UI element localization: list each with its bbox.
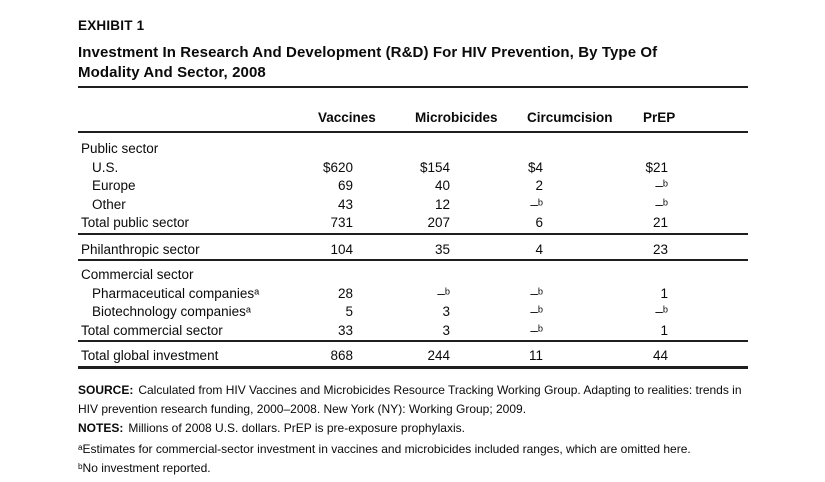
section-rule <box>78 232 748 235</box>
table-row: Other 43 12 –ᵇ –ᵇ <box>0 196 825 215</box>
cell-value: 244 <box>427 348 450 363</box>
title-rule <box>78 86 748 88</box>
row-label: Other <box>92 196 126 212</box>
exhibit-title: Investment In Research And Development (… <box>78 44 658 81</box>
exhibit-label: EXHIBIT 1 <box>78 18 145 33</box>
notes-text: Millions of 2008 U.S. dollars. PrEP is p… <box>128 420 465 435</box>
notes-note: NOTES: Millions of 2008 U.S. dollars. PrE… <box>78 419 750 438</box>
investment-table: Vaccines Microbicides Circumcision PrEP … <box>0 88 825 369</box>
notes-label: NOTES: <box>78 420 124 435</box>
cell-value: –ᵇ <box>530 196 543 212</box>
cell-value: $154 <box>419 159 450 175</box>
cell-value: 5 <box>345 304 353 319</box>
row-label: U.S. <box>92 159 119 175</box>
bottom-rule <box>78 365 748 369</box>
cell-value: 12 <box>434 196 450 212</box>
cell-value: 104 <box>330 241 353 257</box>
cell-value: 21 <box>652 215 668 230</box>
cell-value: 11 <box>528 348 543 363</box>
table-row: Commercial sector <box>0 266 825 285</box>
cell-value: 3 <box>442 322 450 338</box>
row-label: Total commercial sector <box>81 322 223 338</box>
cell-value: –ᵇ <box>530 304 543 319</box>
column-header-microbicides: Microbicides <box>415 110 498 125</box>
table-row: U.S. $620 $154 $4 $21 <box>0 159 825 178</box>
cell-value: 2 <box>535 178 543 193</box>
source-text: Calculated from HIV Vaccines and Microbi… <box>78 382 742 416</box>
column-header-vaccines: Vaccines <box>318 110 376 125</box>
row-label: Philanthropic sector <box>81 241 200 257</box>
cell-value: 69 <box>337 178 353 193</box>
column-header-circumcision: Circumcision <box>527 110 613 125</box>
table-header-row: Vaccines Microbicides Circumcision PrEP <box>0 88 825 131</box>
cell-value: 28 <box>337 285 353 301</box>
row-label: Pharmaceutical companiesᵃ <box>92 285 260 301</box>
cell-value: 731 <box>330 215 353 230</box>
table-section: Total global investment 868 244 11 44 <box>0 342 825 366</box>
cell-value: –ᵇ <box>530 285 543 301</box>
row-label: Commercial sector <box>81 267 194 282</box>
cell-value: 4 <box>535 241 543 257</box>
cell-value: $21 <box>645 159 668 175</box>
cell-value: 868 <box>330 348 353 363</box>
cell-value: 6 <box>535 215 543 230</box>
cell-value: –ᵇ <box>530 322 543 338</box>
table-section: Philanthropic sector 104 35 4 23 <box>0 235 825 260</box>
source-note: SOURCE: Calculated from HIV Vaccines and … <box>78 381 750 419</box>
cell-value: 1 <box>660 285 668 301</box>
row-label: Biotechnology companiesᵃ <box>92 304 251 319</box>
cell-value: –ᵇ <box>655 178 668 193</box>
table-row: Total public sector 731 207 6 21 <box>0 214 825 233</box>
table-row: Europe 69 40 2 –ᵇ <box>0 177 825 196</box>
table-row: Biotechnology companiesᵃ 5 3 –ᵇ –ᵇ <box>0 303 825 322</box>
cell-value: 207 <box>427 215 450 230</box>
cell-value: $4 <box>527 159 543 175</box>
row-label: Public sector <box>81 141 159 156</box>
cell-value: 40 <box>434 178 450 193</box>
table-section: Public sector U.S. $620 $154 $4 $21 Europe 69 40… <box>0 133 825 233</box>
cell-value: 23 <box>652 241 668 257</box>
footnote-a: ᵃEstimates for commercial-sector investm… <box>78 441 691 456</box>
table-row: Pharmaceutical companiesᵃ 28 –ᵇ –ᵇ 1 <box>0 285 825 304</box>
section-rule <box>78 259 748 261</box>
table-row: Total commercial sector 33 3 –ᵇ 1 <box>0 322 825 341</box>
cell-value: 1 <box>660 322 668 338</box>
cell-value: 44 <box>652 348 668 363</box>
row-label: Total global investment <box>81 348 219 363</box>
row-label: Europe <box>92 178 136 193</box>
cell-value: $620 <box>322 159 353 175</box>
row-label: Total public sector <box>81 215 190 230</box>
column-header-prep: PrEP <box>643 110 676 125</box>
footnote-b: ᵇNo investment reported. <box>78 460 211 475</box>
section-rule <box>78 340 748 342</box>
cell-value: 33 <box>337 322 353 338</box>
header-rule <box>78 131 748 133</box>
cell-value: 35 <box>434 241 450 257</box>
cell-value: –ᵇ <box>437 285 450 301</box>
cell-value: 3 <box>442 304 450 319</box>
table-row: Total global investment 868 244 11 44 <box>0 347 825 366</box>
cell-value: –ᵇ <box>655 196 668 212</box>
table-section: Commercial sector Pharmaceutical companie… <box>0 261 825 340</box>
table-row: Public sector <box>0 140 825 159</box>
exhibit-footer: SOURCE: Calculated from HIV Vaccines and … <box>78 381 750 478</box>
table-body: Public sector U.S. $620 $154 $4 $21 Europe 69 40… <box>0 133 825 369</box>
source-label: SOURCE: <box>78 382 134 397</box>
table-row: Philanthropic sector 104 35 4 23 <box>0 241 825 260</box>
cell-value: 43 <box>337 196 353 212</box>
cell-value: –ᵇ <box>655 304 668 319</box>
